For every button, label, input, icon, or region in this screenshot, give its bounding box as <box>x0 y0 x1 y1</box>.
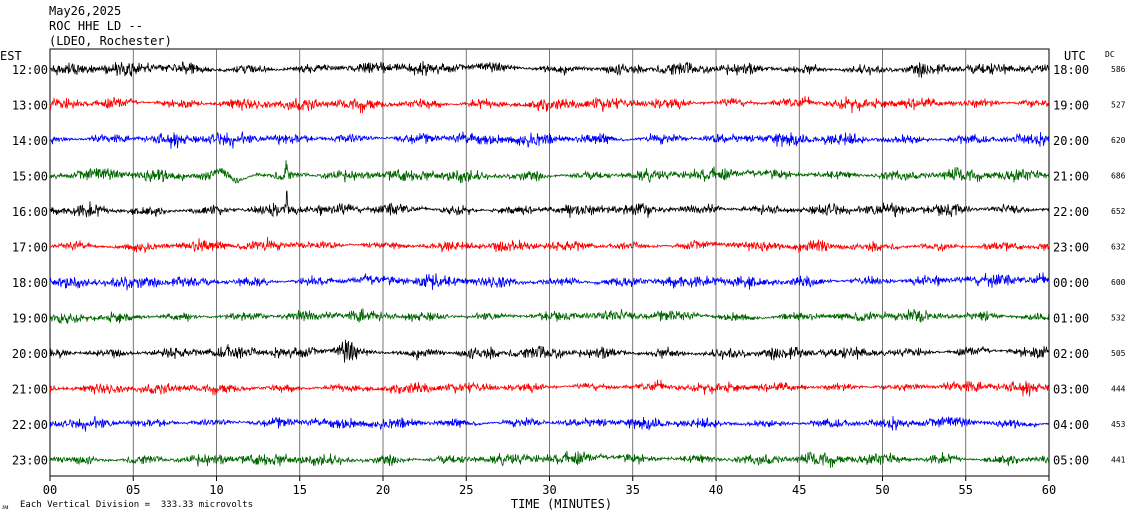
dc-value: 620 <box>1111 136 1126 145</box>
utc-hour-label: 20:00 <box>1053 134 1089 148</box>
utc-hour-label: 23:00 <box>1053 241 1089 255</box>
utc-header: UTC <box>1064 49 1086 63</box>
dc-value: 586 <box>1111 65 1126 74</box>
seismic-trace <box>49 308 1050 325</box>
utc-hour-label: 03:00 <box>1053 383 1089 397</box>
dc-value: 505 <box>1111 349 1126 358</box>
network-label: (LDEO, Rochester) <box>49 34 172 48</box>
x-tick-label: 55 <box>959 483 973 497</box>
seismic-trace <box>49 272 1050 291</box>
seismic-trace <box>49 236 1050 254</box>
est-hour-label: 14:00 <box>12 134 48 148</box>
seismic-trace <box>49 190 1050 218</box>
est-hour-label: 21:00 <box>12 383 48 397</box>
x-tick-label: 40 <box>709 483 723 497</box>
x-tick-label: 25 <box>459 483 473 497</box>
seismic-trace <box>49 339 1050 363</box>
utc-hour-label: 00:00 <box>1053 276 1089 290</box>
chart-grid <box>49 48 1050 481</box>
x-tick-label: 10 <box>209 483 223 497</box>
est-hour-label: 20:00 <box>12 347 48 361</box>
trace-layer <box>49 60 1050 468</box>
seismic-trace <box>49 60 1050 78</box>
utc-hour-label: 01:00 <box>1053 312 1089 326</box>
est-header: EST <box>0 49 22 63</box>
est-hour-label: 17:00 <box>12 241 48 255</box>
x-tick-label: 35 <box>626 483 640 497</box>
scale-note: Each Vertical Division = 333.33 microvol… <box>20 500 253 510</box>
utc-hour-label: 22:00 <box>1053 205 1089 219</box>
dc-value: 453 <box>1111 420 1126 429</box>
dc-value: 444 <box>1111 385 1126 394</box>
x-tick-label: 20 <box>376 483 390 497</box>
x-tick-label: 00 <box>43 483 57 497</box>
est-hour-label: 23:00 <box>12 454 48 468</box>
seismic-trace <box>49 160 1050 184</box>
utc-hour-label: 21:00 <box>1053 170 1089 184</box>
x-tick-label: 30 <box>542 483 556 497</box>
utc-hour-label: 19:00 <box>1053 99 1089 113</box>
seismic-trace <box>49 415 1050 432</box>
label-layer: 00 05 10 15 20 25 30 35 40 45 50 55 60 TIME (MINUTES)… <box>0 49 1126 511</box>
x-tick-label: 45 <box>792 483 806 497</box>
est-hour-label: 16:00 <box>12 205 48 219</box>
x-tick-label: 50 <box>875 483 889 497</box>
dc-value: 686 <box>1111 172 1126 181</box>
utc-hour-label: 05:00 <box>1053 454 1089 468</box>
dc-value: 652 <box>1111 207 1126 216</box>
est-hour-label: 18:00 <box>12 276 48 290</box>
station-label: ROC HHE LD -- <box>49 19 143 33</box>
seismic-trace <box>49 379 1050 397</box>
utc-hour-label: 02:00 <box>1053 347 1089 361</box>
x-tick-label: 15 <box>293 483 307 497</box>
dc-value: 532 <box>1111 314 1126 323</box>
est-hour-label: 19:00 <box>12 312 48 326</box>
est-hour-label: 15:00 <box>12 170 48 184</box>
est-hour-label: 13:00 <box>12 99 48 113</box>
seismic-trace <box>49 96 1050 114</box>
utc-hour-label: 18:00 <box>1053 63 1089 77</box>
utc-hour-label: 04:00 <box>1053 418 1089 432</box>
dc-value: 600 <box>1111 278 1126 287</box>
date-label: May26,2025 <box>49 4 122 18</box>
dc-value: 632 <box>1111 243 1126 252</box>
est-hour-label: 12:00 <box>12 63 48 77</box>
corner-mark: ᴊᴍ <box>2 503 9 511</box>
x-axis-title: TIME (MINUTES) <box>511 497 612 511</box>
x-tick-label: 05 <box>126 483 140 497</box>
seismic-trace <box>49 131 1050 149</box>
dc-header: DC <box>1105 50 1115 59</box>
est-hour-label: 22:00 <box>12 418 48 432</box>
seismic-trace <box>49 450 1050 468</box>
dc-value: 527 <box>1111 101 1126 110</box>
dc-value: 441 <box>1111 456 1126 465</box>
x-tick-label: 60 <box>1042 483 1056 497</box>
